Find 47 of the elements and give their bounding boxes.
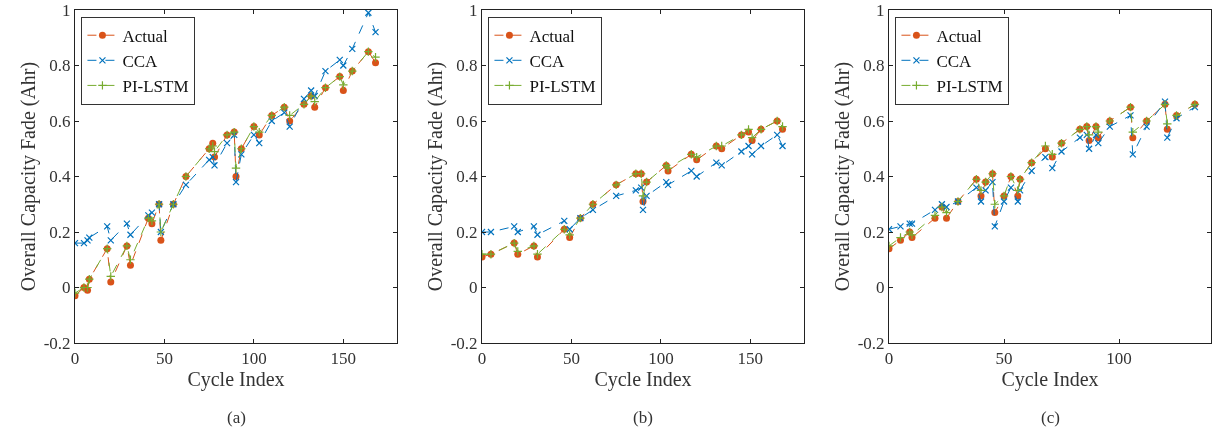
- y-tick-label: 0.6: [863, 111, 885, 131]
- y-tick-label: 0.8: [863, 56, 885, 76]
- x-tick-label: 100: [1106, 349, 1132, 369]
- y-axis-title: Overall Capacity Fade (Ahr): [424, 61, 448, 292]
- legend-label: Actual: [936, 26, 983, 46]
- y-tick-label: -0.2: [450, 333, 478, 353]
- y-tick-label: 1: [62, 0, 71, 20]
- y-tick-label: 0: [62, 278, 71, 298]
- x-tick-label: 150: [330, 349, 357, 369]
- y-axis-title: Overall Capacity Fade (Ahr): [831, 61, 855, 292]
- y-tick-label: 0: [876, 278, 885, 298]
- y-tick-label: 0.6: [456, 111, 478, 131]
- y-tick-label: 0.8: [456, 56, 478, 76]
- x-tick-label: 100: [241, 349, 267, 369]
- legend-label: CCA: [936, 51, 973, 71]
- x-tick-label: 50: [995, 349, 1013, 369]
- legend-label: Actual: [529, 26, 576, 46]
- y-tick-label: 1: [876, 0, 885, 20]
- x-tick-label: 150: [737, 349, 764, 369]
- y-tick-label: 0.4: [863, 167, 886, 187]
- y-tick-label: 0.2: [49, 222, 71, 242]
- y-tick-label: 0: [469, 278, 478, 298]
- y-tick-label: 1: [469, 0, 478, 20]
- y-tick-label: -0.2: [43, 333, 71, 353]
- y-axis-title: Overall Capacity Fade (Ahr): [17, 61, 41, 292]
- y-tick-label: 0.2: [456, 222, 478, 242]
- legend-label: PI-LSTM: [122, 77, 189, 97]
- y-tick-label: 0.4: [456, 167, 479, 187]
- legend-label: CCA: [122, 51, 159, 71]
- x-tick-label: 50: [562, 349, 580, 369]
- y-tick-label: 0.6: [49, 111, 71, 131]
- text: (c): [1041, 408, 1060, 427]
- text: (b): [633, 408, 653, 427]
- x-tick-label: 100: [648, 349, 674, 369]
- x-axis-title: Cycle Index: [594, 368, 692, 392]
- y-tick-label: -0.2: [857, 333, 885, 353]
- x-tick-label: 50: [155, 349, 173, 369]
- text: (a): [227, 408, 246, 427]
- x-axis-title: Cycle Index: [187, 368, 285, 392]
- legend-label: Actual: [122, 26, 169, 46]
- y-tick-label: 0.8: [49, 56, 71, 76]
- y-tick-label: 0.4: [49, 167, 72, 187]
- legend-label: PI-LSTM: [936, 77, 1003, 97]
- legend-label: PI-LSTM: [529, 77, 596, 97]
- x-axis-title: Cycle Index: [1001, 368, 1099, 392]
- y-tick-label: 0.2: [863, 222, 885, 242]
- legend-label: CCA: [529, 51, 566, 71]
